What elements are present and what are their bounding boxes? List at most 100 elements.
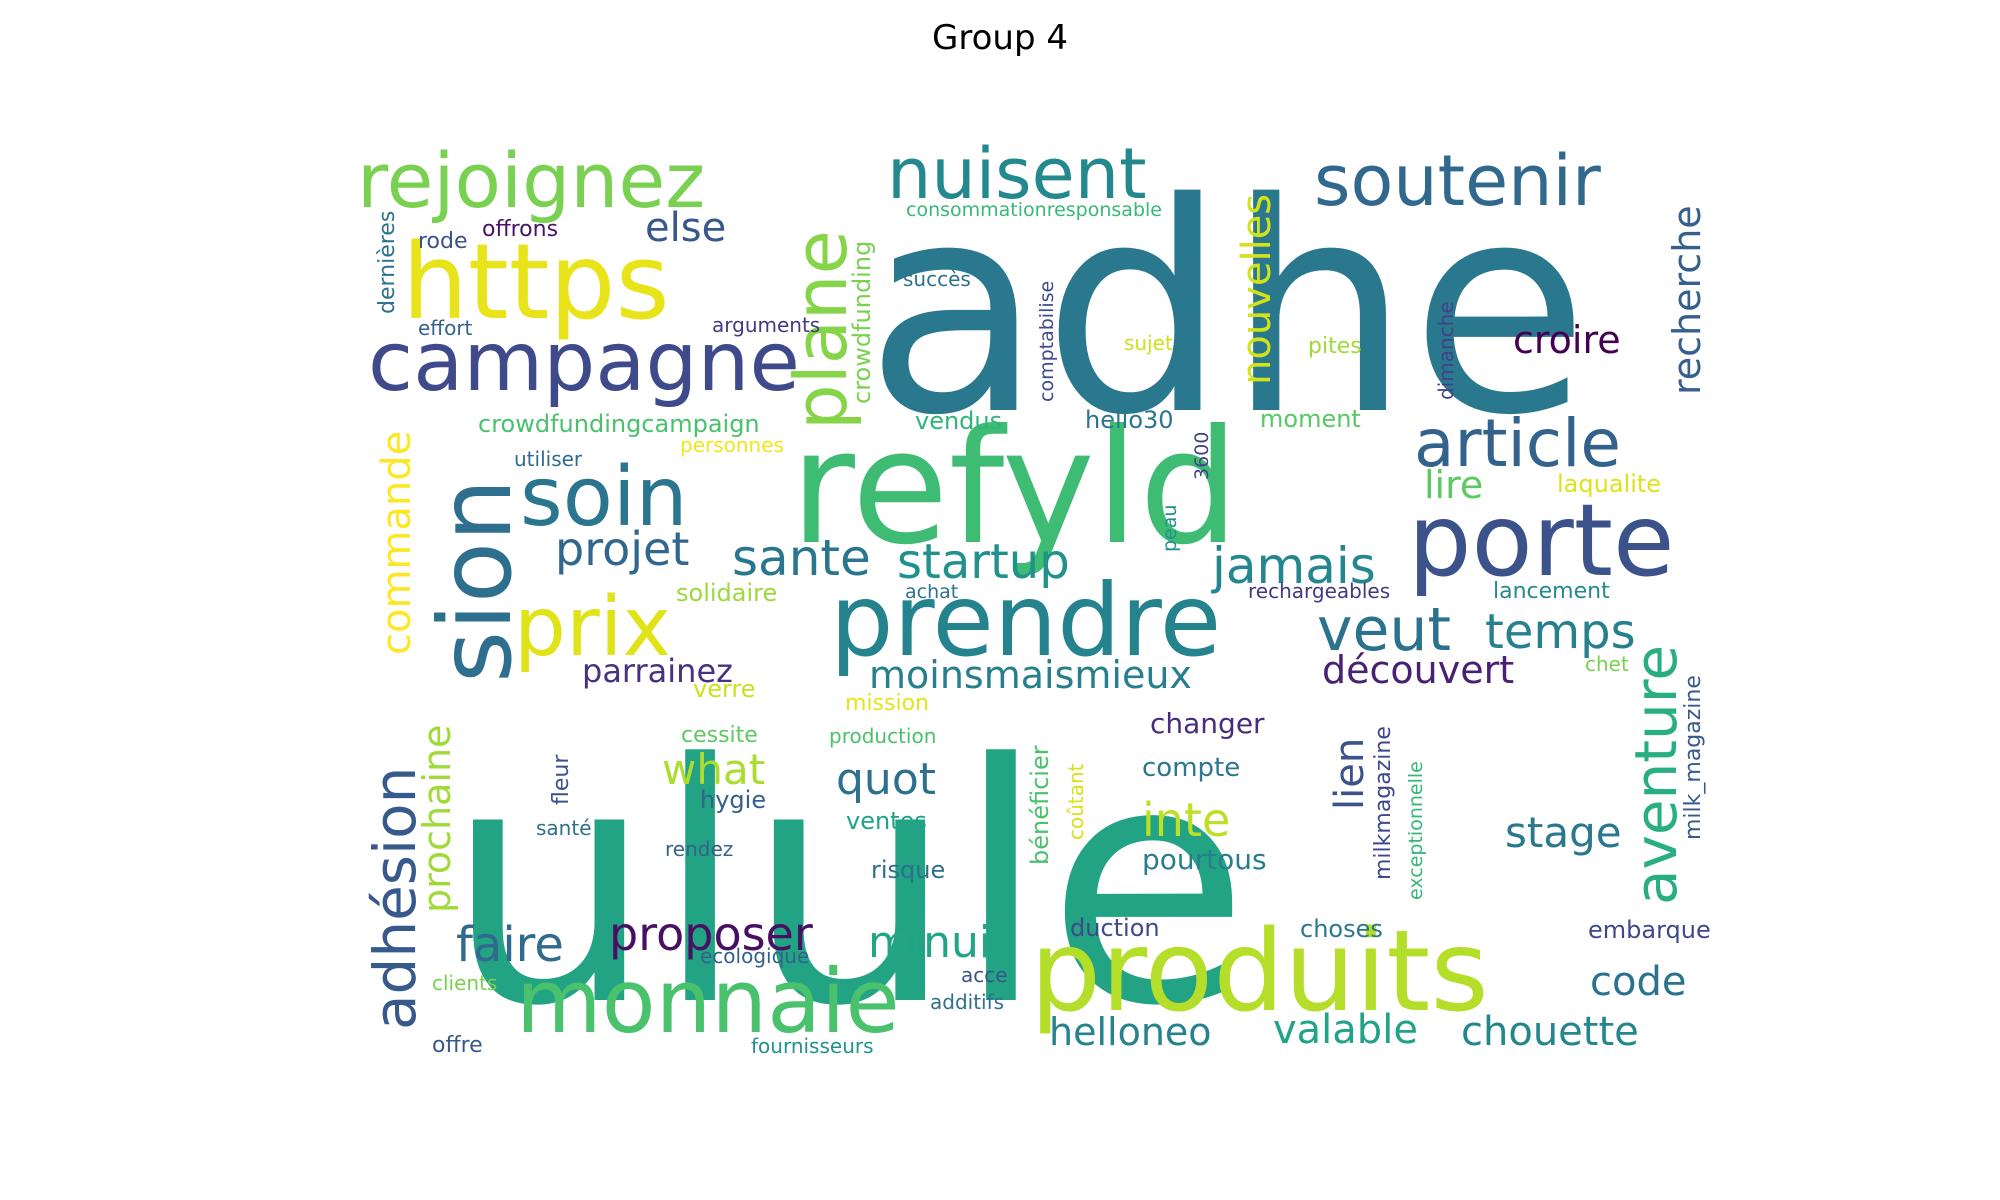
word-consommationresponsable: consommationresponsable — [906, 199, 1162, 221]
word-sante: sante — [732, 529, 871, 587]
word-what: what — [662, 745, 765, 794]
word-adh-sion: adhésion — [361, 767, 429, 1030]
word-crowdfunding: crowdfunding — [848, 241, 876, 404]
chart-title: Group 4 — [932, 18, 1068, 58]
word-pites: pites — [1308, 334, 1362, 359]
word-achat: achat — [905, 581, 958, 603]
word-ecologique: ecologique — [700, 944, 809, 968]
word-rendez: rendez — [665, 837, 733, 861]
word-chouette: chouette — [1461, 1009, 1639, 1055]
word-milk-magazine: milk_magazine — [1681, 675, 1706, 840]
word-duction: duction — [1070, 914, 1160, 942]
word-rejoignez: rejoignez — [357, 136, 705, 225]
word-effort: effort — [418, 316, 473, 340]
word-code: code — [1590, 959, 1686, 1005]
word-vendus: vendus — [915, 407, 1002, 435]
word-verre: verre — [693, 675, 756, 703]
word-ventes: ventes — [846, 807, 927, 835]
word-sion: sion — [417, 479, 534, 683]
word-adhe: adhe — [865, 142, 1589, 479]
word-rechargeables: rechargeables — [1248, 579, 1390, 603]
word-startup: startup — [897, 534, 1070, 590]
word-milkmagazine: milkmagazine — [1371, 726, 1396, 880]
word-else: else — [645, 205, 726, 251]
word-quot: quot — [836, 754, 936, 805]
word-stage: stage — [1505, 808, 1622, 857]
word-choses: choses — [1300, 915, 1383, 943]
word-soin: soin — [520, 450, 688, 545]
word-offrons: offrons — [482, 217, 558, 242]
word-mission: mission — [845, 691, 929, 716]
word-plane: plane — [779, 230, 863, 430]
word-commande: commande — [374, 431, 420, 655]
word-temps: temps — [1485, 604, 1636, 660]
word-co-tant: coûtant — [1064, 763, 1088, 840]
word-3600: 3600 — [1191, 432, 1213, 480]
word-article: article — [1414, 405, 1621, 482]
word-faire: faire — [456, 917, 564, 973]
word-peau: peau — [1159, 505, 1181, 552]
word-proposer: proposer — [609, 907, 813, 961]
word-parrainez: parrainez — [582, 652, 733, 690]
word-helloneo: helloneo — [1049, 1010, 1212, 1054]
word-nouvelles: nouvelles — [1234, 194, 1280, 385]
word-succ-s: succès — [903, 267, 971, 291]
word-rode: rode — [418, 229, 468, 254]
word-produits: produits — [1030, 907, 1489, 1037]
word-soutenir: soutenir — [1314, 140, 1601, 222]
word-veut: veut — [1317, 595, 1451, 665]
word-hello30: hello30 — [1085, 406, 1174, 434]
word-compte: compte — [1142, 753, 1240, 783]
word-prochaine: prochaine — [415, 725, 459, 913]
word-b-n-ficier: bénéficier — [1026, 745, 1054, 865]
word-prendre: prendre — [830, 562, 1221, 679]
word-nuisent: nuisent — [887, 133, 1147, 215]
word-inte: inte — [1142, 793, 1230, 847]
word-https: https — [402, 221, 670, 343]
word-cessite: cessite — [681, 723, 758, 748]
word-additifs: additifs — [930, 990, 1004, 1014]
word-jamais: jamais — [1211, 537, 1376, 595]
word-chet: chet — [1585, 652, 1629, 676]
word-production: production — [829, 724, 936, 748]
word-risque: risque — [871, 856, 945, 884]
word-acce: acce — [961, 963, 1008, 987]
word-ulule: ulule — [445, 694, 1250, 1078]
word-changer: changer — [1150, 707, 1265, 740]
word-campagne: campagne — [368, 315, 800, 410]
word-lancement: lancement — [1493, 579, 1610, 604]
word-sujet: sujet — [1124, 331, 1173, 355]
word-minuit: minuit — [868, 917, 1008, 968]
word-valable: valable — [1273, 1007, 1418, 1053]
word-embarque: embarque — [1588, 916, 1711, 944]
word-sant-: santé — [536, 816, 592, 840]
word-exceptionnelle: exceptionnelle — [1405, 761, 1427, 900]
word-personnes: personnes — [680, 433, 784, 457]
word-lire: lire — [1424, 463, 1483, 507]
word-solidaire: solidaire — [676, 579, 777, 607]
word-porte: porte — [1408, 482, 1675, 599]
word-refyld: refyld — [790, 396, 1239, 580]
word-derni-res: dernières — [375, 211, 400, 314]
word-utiliser: utiliser — [514, 447, 583, 471]
word-lien: lien — [1327, 738, 1373, 810]
word-pourtous: pourtous — [1142, 843, 1267, 876]
word-prix: prix — [514, 580, 671, 675]
word-fleur: fleur — [549, 754, 574, 805]
word-comptabilise: comptabilise — [1036, 281, 1058, 402]
word-moinsmaismieux: moinsmaismieux — [869, 653, 1192, 697]
word-fournisseurs: fournisseurs — [751, 1034, 874, 1058]
word-d-couvert: découvert — [1322, 648, 1514, 692]
word-hygie: hygie — [700, 786, 766, 814]
word-croire: croire — [1513, 318, 1621, 362]
word-laqualite: laqualite — [1557, 470, 1661, 498]
word-moment: moment — [1260, 405, 1361, 433]
word-projet: projet — [555, 522, 689, 576]
word-recherche: recherche — [1665, 205, 1709, 395]
word-dimanche: dimanche — [1434, 301, 1458, 400]
word-aventure: aventure — [1622, 645, 1690, 905]
word-clients: clients — [432, 971, 497, 995]
word-monnaie: monnaie — [516, 950, 900, 1053]
word-arguments: arguments — [712, 313, 820, 337]
